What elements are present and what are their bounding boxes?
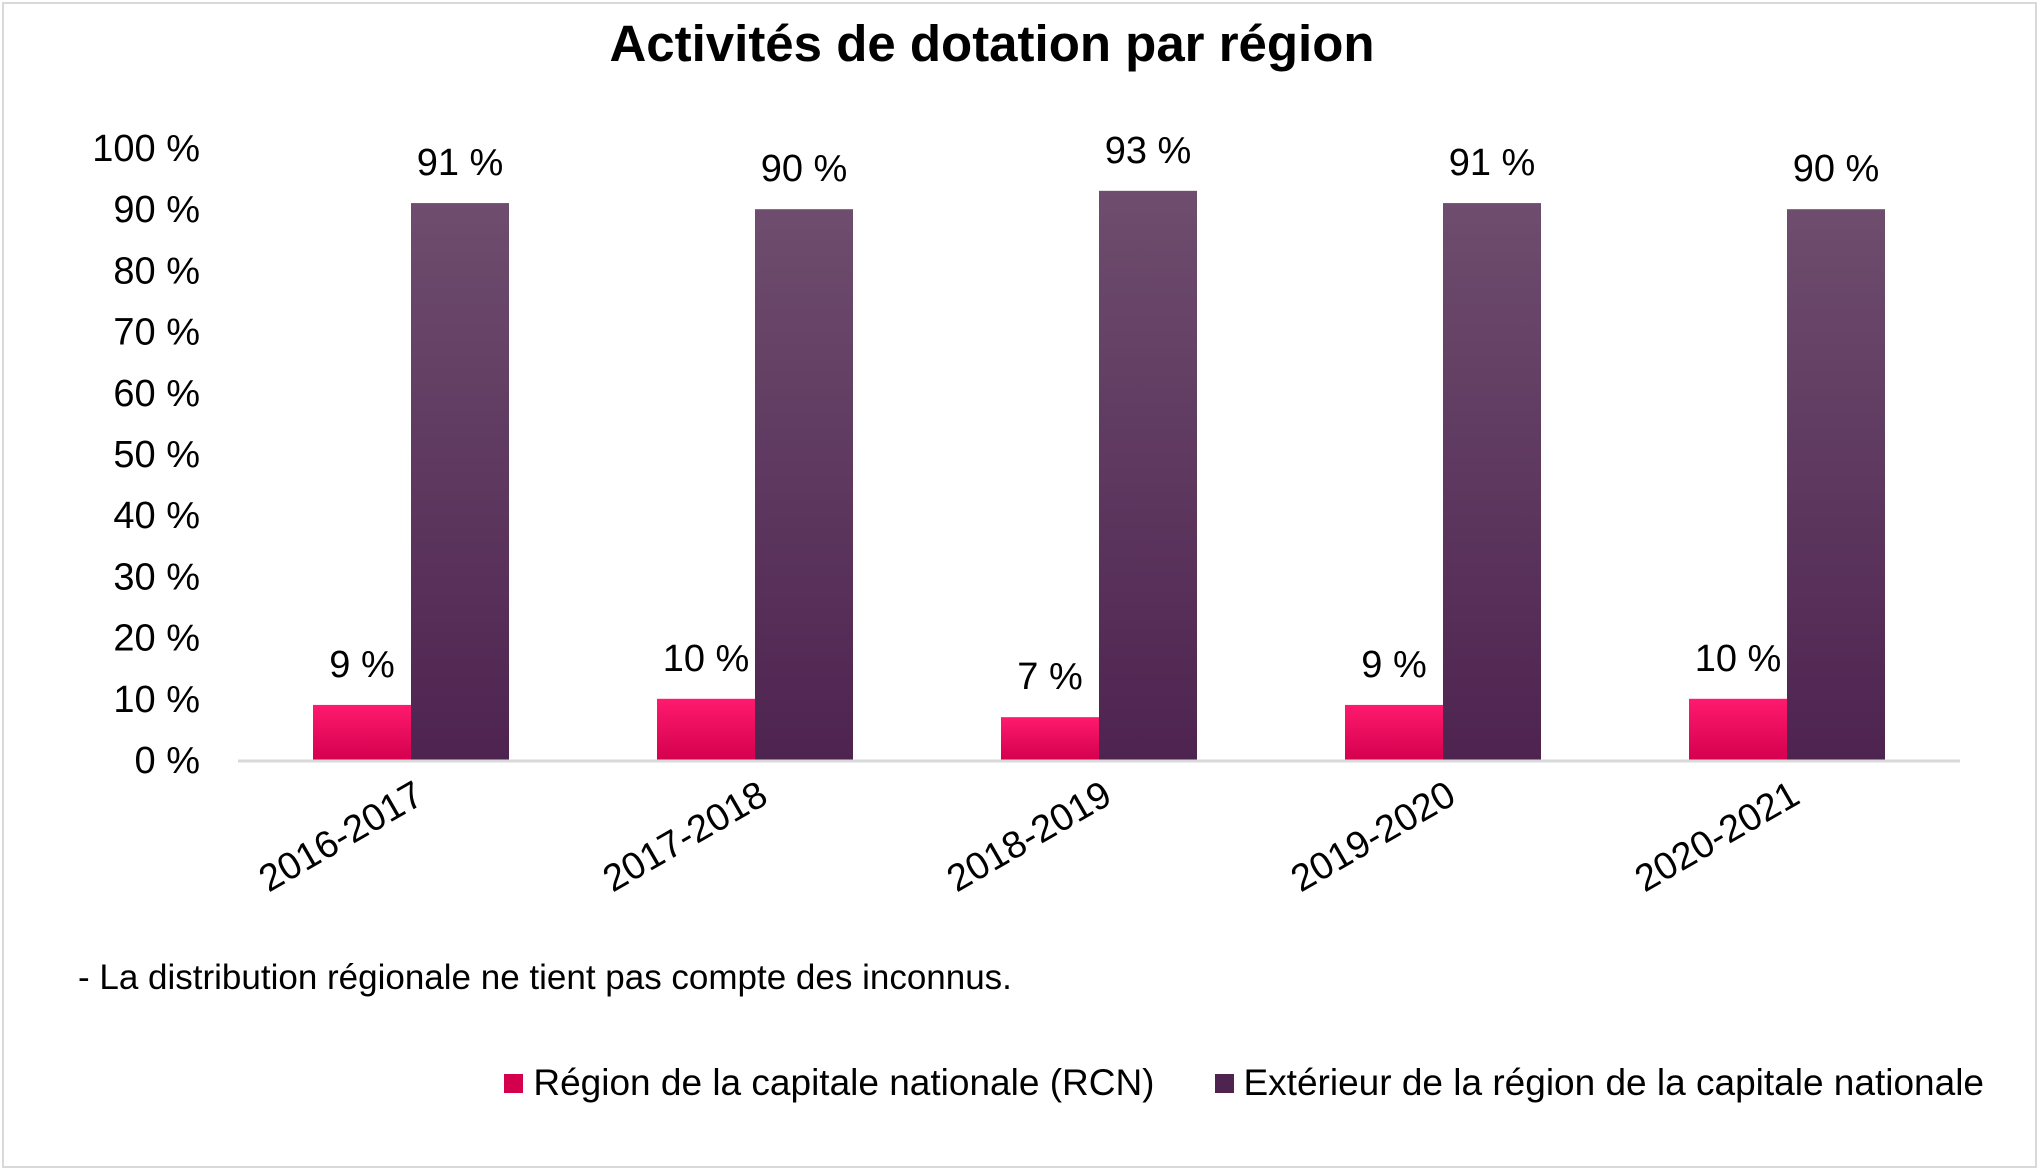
- legend-swatch-outside-rcn: [1214, 1073, 1234, 1093]
- data-label: 90 %: [1793, 148, 1880, 190]
- footnote: - La distribution régionale ne tient pas…: [78, 958, 1012, 997]
- y-tick-label: 30 %: [113, 556, 200, 598]
- bar-outside-rcn-2020-2021: [1787, 209, 1885, 760]
- legend-item-rcn: Région de la capitale nationale (RCN): [504, 1062, 1155, 1104]
- data-label: 91 %: [417, 142, 504, 184]
- data-label: 93 %: [1105, 130, 1192, 172]
- x-tick-label: 2019-2020: [1284, 773, 1462, 900]
- bar-rcn-2019-2020: [1345, 704, 1443, 760]
- y-tick-label: 90 %: [113, 189, 200, 231]
- legend-label-rcn: Région de la capitale nationale (RCN): [533, 1062, 1155, 1103]
- y-tick-label: 60 %: [113, 373, 200, 415]
- y-tick-label: 40 %: [113, 495, 200, 537]
- chart-title: Activités de dotation par région: [609, 15, 1375, 72]
- data-label: 10 %: [663, 638, 750, 680]
- data-label: 90 %: [761, 148, 848, 190]
- bar-rcn-2016-2017: [313, 704, 411, 760]
- legend: Région de la capitale nationale (RCN) Ex…: [0, 1062, 1984, 1104]
- legend-item-outside-rcn: Extérieur de la région de la capitale na…: [1214, 1062, 1985, 1104]
- y-tick-label: 20 %: [113, 618, 200, 660]
- bar-rcn-2020-2021: [1689, 698, 1787, 760]
- legend-label-outside-rcn: Extérieur de la région de la capitale na…: [1243, 1062, 1985, 1103]
- y-tick-label: 0 %: [135, 740, 200, 782]
- y-tick-label: 100 %: [92, 128, 200, 170]
- y-tick-label: 50 %: [113, 434, 200, 476]
- data-label: 9 %: [1361, 644, 1426, 686]
- x-tick-label: 2017-2018: [596, 773, 774, 900]
- bar-outside-rcn-2017-2018: [755, 209, 853, 760]
- bar-rcn-2018-2019: [1001, 717, 1099, 760]
- data-label: 10 %: [1695, 638, 1782, 680]
- x-tick-label: 2018-2019: [940, 773, 1118, 900]
- data-label: 91 %: [1449, 142, 1536, 184]
- data-label: 7 %: [1017, 656, 1082, 698]
- bar-outside-rcn-2016-2017: [411, 203, 509, 760]
- y-tick-label: 10 %: [113, 679, 200, 721]
- bar-rcn-2017-2018: [657, 698, 755, 760]
- y-tick-label: 70 %: [113, 312, 200, 354]
- x-tick-label: 2016-2017: [252, 773, 430, 900]
- data-label: 9 %: [329, 644, 394, 686]
- x-tick-label: 2020-2021: [1628, 773, 1806, 900]
- y-tick-label: 80 %: [113, 250, 200, 292]
- bar-outside-rcn-2018-2019: [1099, 190, 1197, 761]
- bar-outside-rcn-2019-2020: [1443, 203, 1541, 760]
- legend-swatch-rcn: [504, 1073, 524, 1093]
